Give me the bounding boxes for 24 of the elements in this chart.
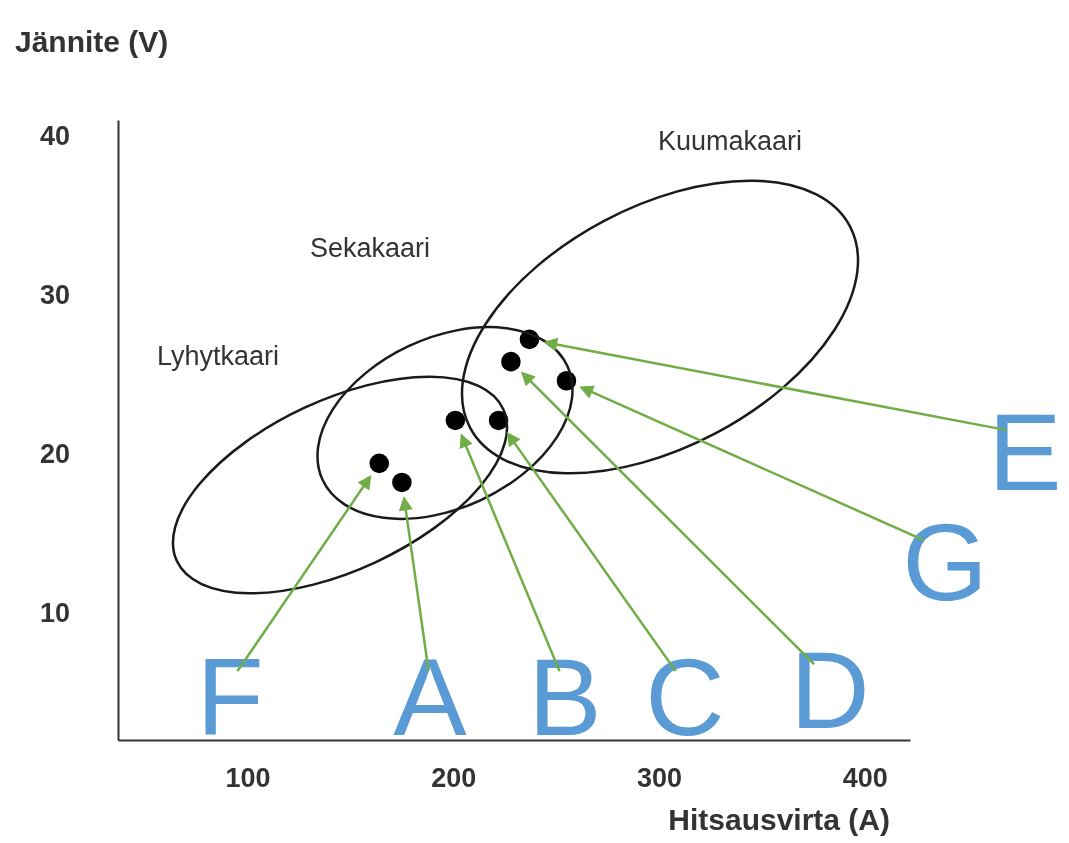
- x-tick-label: 300: [637, 763, 683, 794]
- y-tick-label: 40: [39, 121, 70, 152]
- y-axis-title: Jännite (V): [15, 25, 169, 58]
- annotation: Lyhytkaari: [156, 341, 280, 371]
- x-tick-label: 100: [225, 763, 271, 794]
- annotation: A: [393, 635, 468, 758]
- y-tick-label: 10: [39, 597, 70, 628]
- y-tick-label: 20: [39, 438, 70, 469]
- x-tick-label: 200: [431, 763, 477, 794]
- y-tick-label: 30: [39, 280, 70, 311]
- annotation: Kuumakaari: [657, 126, 803, 156]
- x-axis-title: Hitsausvirta (A): [668, 803, 890, 836]
- annotation: Sekakaari: [309, 233, 431, 263]
- annotation: G: [902, 500, 988, 623]
- annotation: C: [645, 635, 725, 758]
- annotation: F: [196, 635, 264, 758]
- point: [501, 351, 521, 372]
- text: E: [988, 390, 1062, 513]
- point: [369, 453, 390, 474]
- x-tick-label: 400: [842, 763, 888, 794]
- annotation: D: [790, 628, 870, 751]
- point: [392, 472, 412, 493]
- point: [445, 410, 466, 431]
- annotation: B: [528, 635, 602, 758]
